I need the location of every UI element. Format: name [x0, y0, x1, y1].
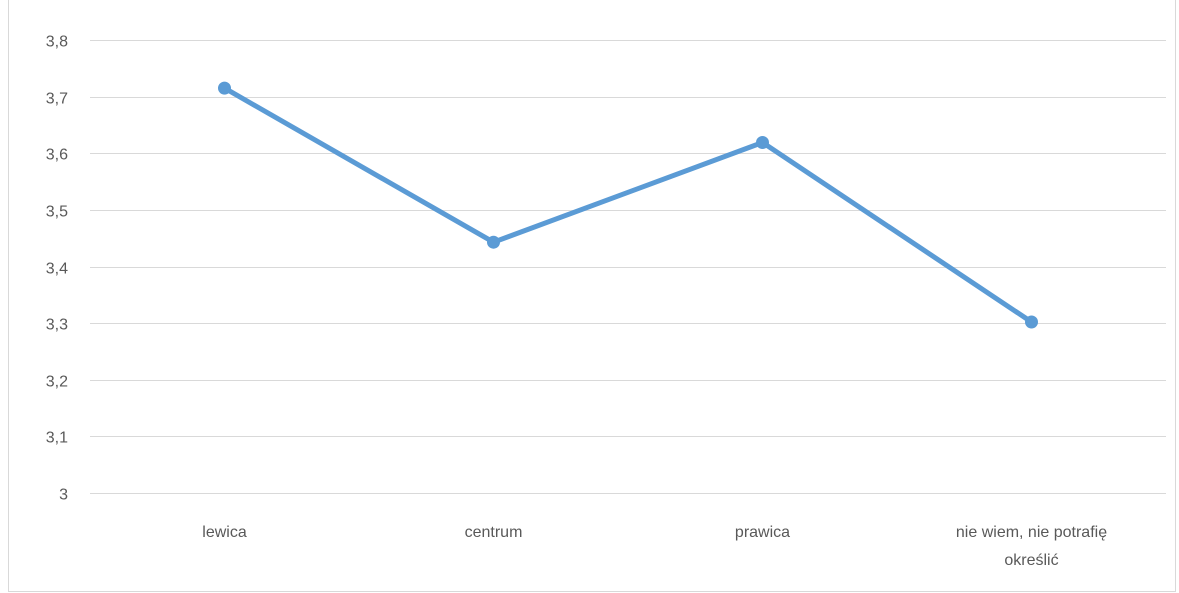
y-tick-label: 3 [59, 487, 68, 504]
y-tick-label: 3,8 [46, 34, 68, 51]
y-tick-label: 3,1 [46, 430, 68, 447]
y-axis-tick-labels: 3 3,1 3,2 3,3 3,4 3,5 3,6 3,7 3,8 [46, 34, 68, 504]
series-line [222, 85, 1034, 325]
y-tick-label: 3,2 [46, 374, 68, 391]
data-point [1025, 315, 1038, 329]
y-tick-label: 3,5 [46, 204, 68, 221]
y-tick-label: 3,3 [46, 317, 68, 334]
y-tick-label: 3,4 [46, 261, 68, 278]
gridlines [90, 40, 1166, 494]
y-tick-label: 3,6 [46, 147, 68, 164]
chart-area [8, 0, 1176, 592]
series-layer [218, 81, 1038, 329]
data-point [218, 81, 231, 95]
x-tick-label: nie wiem, nie potrafię określić [956, 524, 1107, 569]
data-point [487, 235, 500, 249]
x-tick-label: lewica [202, 524, 247, 541]
x-tick-label: centrum [465, 524, 523, 541]
y-tick-label: 3,7 [46, 91, 68, 108]
x-tick-label: prawica [735, 524, 790, 541]
x-axis-tick-labels: lewica centrum prawica nie wiem, nie potraf… [202, 524, 1107, 569]
data-point [756, 136, 769, 149]
